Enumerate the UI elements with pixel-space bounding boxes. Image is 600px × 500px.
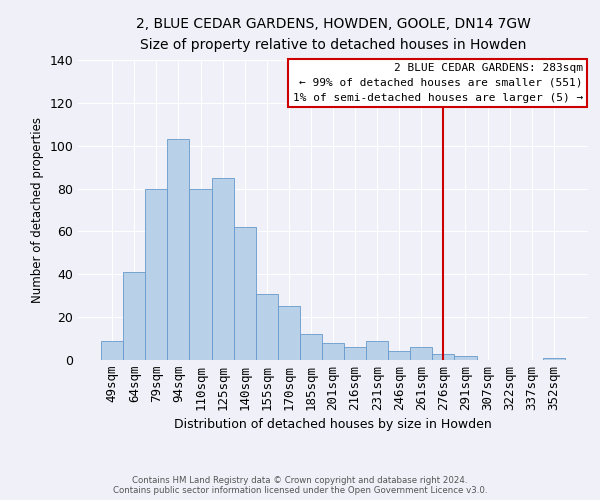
Bar	[278, 306, 300, 360]
Bar	[454, 356, 476, 360]
Bar	[123, 272, 145, 360]
Title: 2, BLUE CEDAR GARDENS, HOWDEN, GOOLE, DN14 7GW
Size of property relative to deta: 2, BLUE CEDAR GARDENS, HOWDEN, GOOLE, DN…	[136, 18, 530, 52]
Bar	[366, 340, 388, 360]
Y-axis label: Number of detached properties: Number of detached properties	[31, 117, 44, 303]
X-axis label: Distribution of detached houses by size in Howden: Distribution of detached houses by size …	[174, 418, 492, 431]
Bar	[410, 347, 433, 360]
Text: Contains HM Land Registry data © Crown copyright and database right 2024.
Contai: Contains HM Land Registry data © Crown c…	[113, 476, 487, 495]
Bar	[322, 343, 344, 360]
Bar	[543, 358, 565, 360]
Bar	[212, 178, 233, 360]
Bar	[256, 294, 278, 360]
Bar	[300, 334, 322, 360]
Bar	[190, 188, 212, 360]
Bar	[388, 352, 410, 360]
Bar	[167, 140, 190, 360]
Bar	[233, 227, 256, 360]
Bar	[433, 354, 454, 360]
Bar	[101, 340, 123, 360]
Bar	[344, 347, 366, 360]
Bar	[145, 188, 167, 360]
Text: 2 BLUE CEDAR GARDENS: 283sqm
← 99% of detached houses are smaller (551)
1% of se: 2 BLUE CEDAR GARDENS: 283sqm ← 99% of de…	[293, 63, 583, 102]
